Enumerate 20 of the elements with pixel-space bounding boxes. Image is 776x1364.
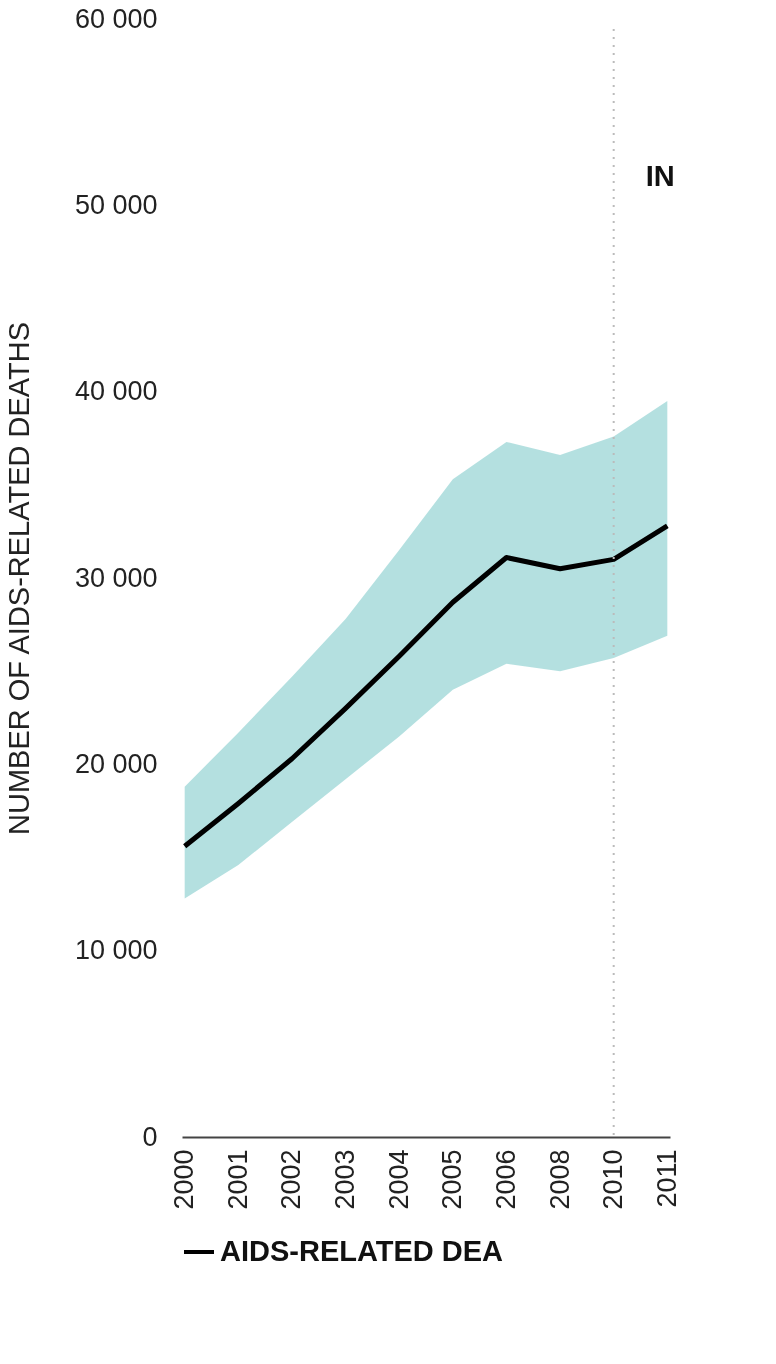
x-tick-label: 2011 (651, 1149, 682, 1208)
x-tick-label: 2006 (490, 1149, 521, 1210)
x-tick-label: 2004 (383, 1149, 414, 1210)
y-tick-label: 60 000 (74, 3, 158, 34)
ref-line-label: IN (645, 160, 675, 192)
x-tick-label: 2005 (437, 1149, 468, 1210)
x-tick-label: 2000 (169, 1149, 200, 1210)
y-tick-label: 30 000 (74, 562, 158, 593)
x-tick-label: 2008 (544, 1149, 575, 1210)
y-tick-label: 20 000 (74, 748, 158, 779)
y-tick-label: 0 (142, 1121, 158, 1152)
x-tick-label: 2010 (598, 1149, 629, 1210)
y-tick-label: 40 000 (74, 376, 158, 407)
y-tick-label: 50 000 (74, 189, 158, 220)
x-tick-label: 2002 (276, 1149, 307, 1210)
x-tick-label: 2001 (222, 1149, 253, 1210)
x-tick-label: 2003 (330, 1149, 361, 1210)
y-tick-label: 10 000 (74, 935, 158, 966)
legend-label: AIDS-RELATED DEA (220, 1235, 504, 1267)
y-axis-title: NUMBER OF AIDS-RELATED DEATHS (2, 322, 35, 835)
